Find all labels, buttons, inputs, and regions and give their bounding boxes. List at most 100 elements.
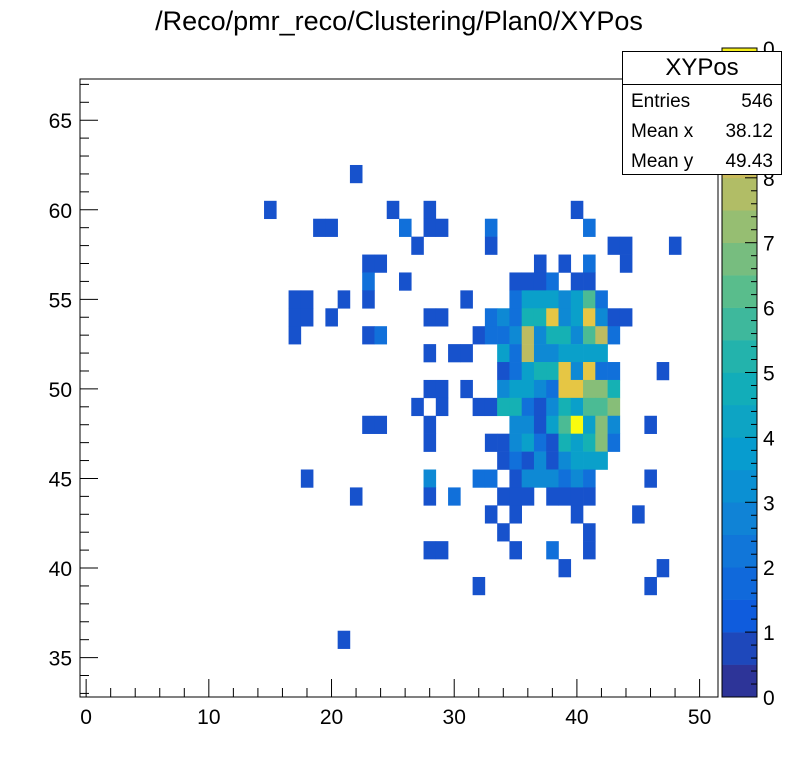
heatmap-cell	[546, 362, 559, 381]
heatmap-cell	[448, 487, 461, 506]
heatmap-cell	[374, 326, 388, 345]
heatmap-cell	[374, 254, 388, 273]
heatmap-cell	[521, 290, 535, 309]
heatmap-cell	[533, 272, 547, 291]
heatmap-cell	[509, 469, 522, 488]
heatmap-cell	[583, 290, 596, 309]
heatmap-cell	[435, 541, 449, 560]
heatmap-cell	[619, 236, 633, 255]
heatmap-cell	[484, 505, 498, 524]
heatmap-cell	[570, 487, 584, 506]
heatmap-cell	[558, 326, 572, 345]
heatmap-cell	[509, 362, 522, 381]
heatmap-cell	[656, 559, 670, 578]
chart-title: /Reco/pmr_reco/Clustering/Plan0/XYPos	[155, 6, 643, 36]
heatmap-cell	[472, 469, 486, 488]
heatmap-cell	[497, 362, 510, 381]
heatmap-cell	[472, 576, 486, 596]
heatmap-cell	[509, 397, 522, 417]
heatmap-cell	[546, 379, 559, 399]
heatmap-cell	[644, 576, 657, 596]
plot-frame	[79, 78, 719, 698]
palette-band	[722, 534, 757, 568]
heatmap-cell	[570, 308, 584, 327]
palette-band	[722, 372, 757, 406]
heatmap-cell	[460, 344, 473, 363]
heatmap-cell	[546, 487, 559, 506]
heatmap-cell	[497, 308, 510, 327]
heatmap-cell	[595, 415, 608, 434]
palette-band	[722, 664, 757, 698]
heatmap-cell	[570, 362, 584, 381]
heatmap-cell	[595, 308, 608, 327]
heatmap-cell	[423, 415, 437, 434]
heatmap-cell	[509, 272, 522, 291]
heatmap-cell	[607, 397, 621, 417]
z-tick-label: 8	[763, 168, 775, 191]
heatmap-cell	[423, 218, 437, 237]
heatmap-cell	[583, 415, 596, 434]
heatmap-cell	[558, 308, 572, 327]
palette-band	[722, 177, 757, 211]
palette-band	[722, 567, 757, 600]
heatmap-cell	[521, 487, 535, 506]
heatmap-cell	[497, 379, 510, 399]
stats-row-mean-y: Mean y 49.43	[623, 145, 781, 175]
heatmap-cell	[558, 469, 572, 488]
heatmap-cell	[558, 487, 572, 506]
heatmap-cell	[570, 290, 584, 309]
heatmap-cell	[362, 415, 375, 434]
heatmap-cell	[472, 326, 486, 345]
heatmap-cell	[595, 397, 608, 417]
heatmap-cell	[484, 308, 498, 327]
heatmap-cell	[521, 451, 535, 470]
heatmap-cell	[583, 379, 596, 399]
heatmap-cell	[484, 469, 498, 488]
heatmap-cell	[558, 415, 572, 434]
heatmap-cell	[668, 236, 682, 255]
heatmap-cell	[583, 308, 596, 327]
heatmap-cell	[399, 218, 412, 237]
heatmap-cell	[570, 469, 584, 488]
heatmap-cell	[521, 415, 535, 434]
heatmap-cell	[411, 397, 424, 417]
z-tick-label: 1	[763, 622, 775, 645]
heatmap-cell	[472, 397, 486, 417]
heatmap-cell	[300, 308, 314, 327]
heatmap-cell	[595, 344, 608, 363]
palette-band	[722, 632, 757, 665]
heatmap-cell	[374, 415, 388, 434]
heatmap-cell	[558, 362, 572, 381]
heatmap-cell	[423, 379, 437, 399]
heatmap-cell	[533, 326, 547, 345]
heatmap-cell	[546, 541, 559, 560]
heatmap-cell	[521, 308, 535, 327]
palette-band	[722, 242, 757, 276]
heatmap-cell	[509, 344, 522, 363]
palette-band	[722, 307, 757, 341]
y-tick-label: 45	[49, 468, 72, 491]
heatmap-cell	[362, 290, 375, 309]
heatmap-cell	[288, 308, 302, 327]
z-tick-label: 5	[763, 363, 775, 386]
z-tick-label: 7	[763, 233, 775, 256]
heatmap-cell	[337, 290, 351, 309]
stats-value-entries: 546	[741, 91, 773, 112]
heatmap-cell	[509, 505, 522, 524]
heatmap-cell	[533, 415, 547, 434]
heatmap-cell	[484, 218, 498, 237]
stats-box: XYPos Entries 546 Mean x 38.12 Mean y 49…	[622, 51, 782, 175]
heatmap-cell	[313, 218, 326, 237]
heatmap-cell	[595, 362, 608, 381]
heatmap-cell	[546, 451, 559, 470]
heatmap-cell	[607, 362, 621, 381]
heatmap-cell	[583, 362, 596, 381]
heatmap-cell	[546, 433, 559, 452]
heatmap-cell	[509, 326, 522, 345]
heatmap-cell	[558, 433, 572, 452]
y-tick-label: 35	[49, 648, 72, 671]
heatmap-cell	[583, 272, 596, 291]
x-tick-label: 10	[197, 706, 220, 729]
heatmap-cell	[607, 433, 621, 452]
